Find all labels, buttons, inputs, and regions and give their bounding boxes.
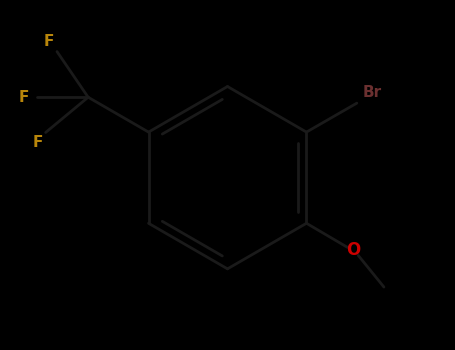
Text: F: F: [44, 34, 54, 49]
Text: F: F: [19, 90, 29, 105]
Text: O: O: [346, 241, 360, 259]
Text: Br: Br: [362, 85, 381, 100]
Text: F: F: [33, 135, 43, 150]
